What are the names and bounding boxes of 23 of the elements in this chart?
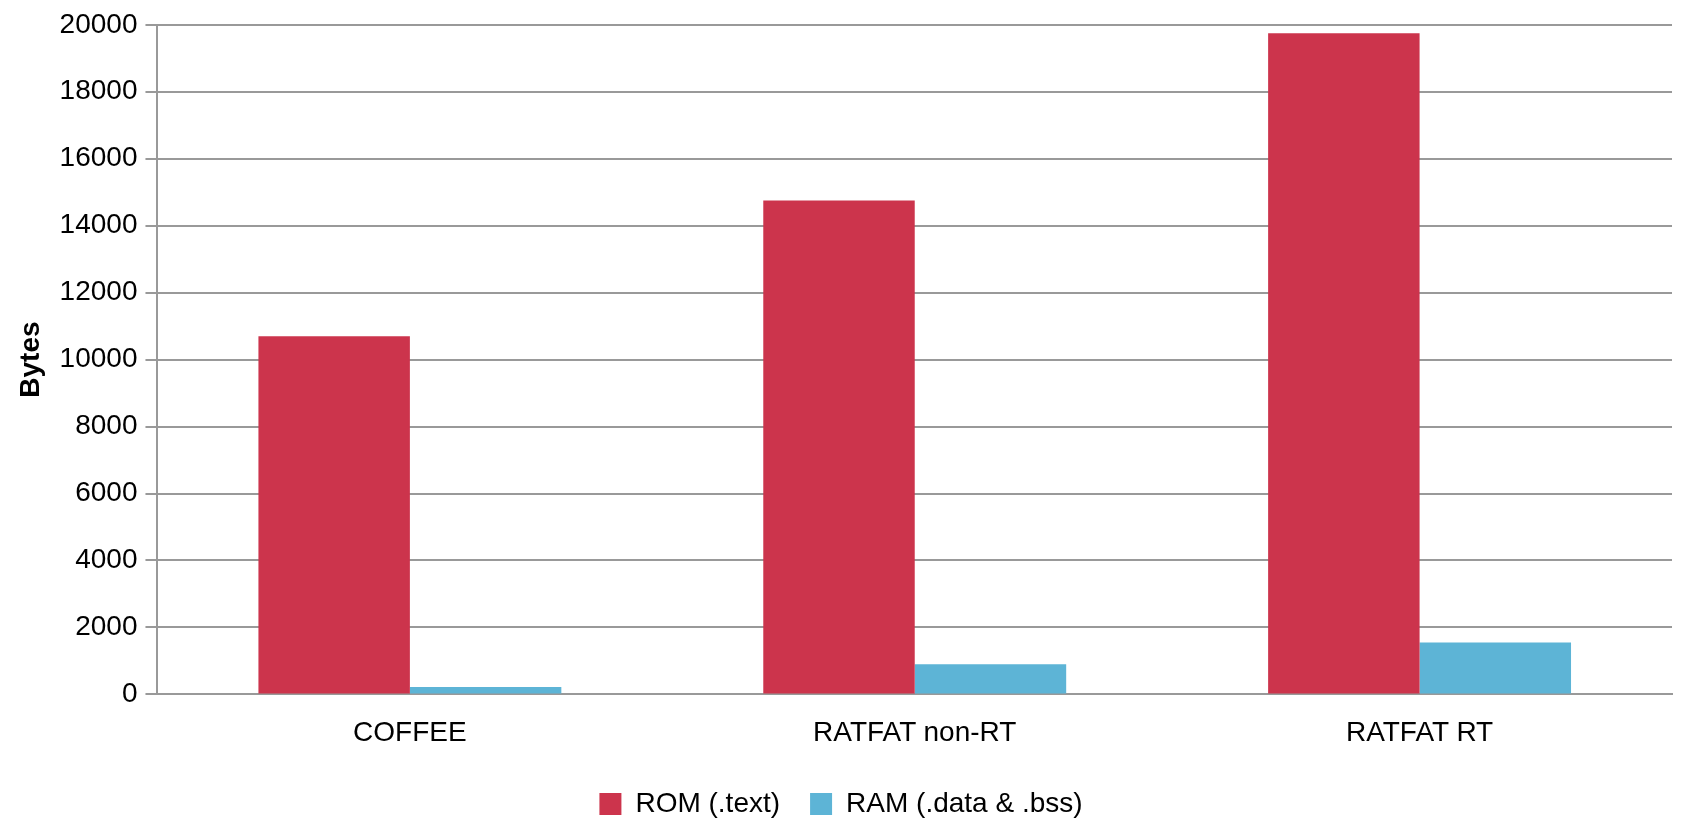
x-tick-label: COFFEE (353, 715, 467, 747)
y-tick-label: 20000 (59, 7, 138, 39)
y-tick-label: 10000 (59, 342, 138, 374)
y-tick-label: 8000 (75, 409, 138, 441)
bar (409, 687, 562, 694)
y-axis-title: Bytes (13, 321, 45, 398)
bar (1419, 642, 1572, 694)
y-tick-label: 18000 (59, 74, 138, 106)
y-tick-label: 0 (121, 677, 138, 709)
x-tick-label: RATFAT non-RT (813, 715, 1017, 747)
y-tick-label: 2000 (75, 610, 138, 642)
y-tick-label: 6000 (75, 476, 138, 508)
y-tick-label: 4000 (75, 543, 138, 575)
x-tick-label: RATFAT RT (1345, 715, 1494, 747)
bar (1268, 33, 1420, 694)
bar (763, 200, 915, 694)
y-tick-label: 14000 (59, 208, 138, 240)
bar (258, 336, 410, 694)
legend-label: ROM (.text) (635, 786, 781, 818)
y-tick-label: 16000 (59, 141, 138, 173)
bar (914, 664, 1067, 694)
y-tick-label: 12000 (59, 275, 138, 307)
legend-label: RAM (.data & .bss) (846, 786, 1083, 818)
